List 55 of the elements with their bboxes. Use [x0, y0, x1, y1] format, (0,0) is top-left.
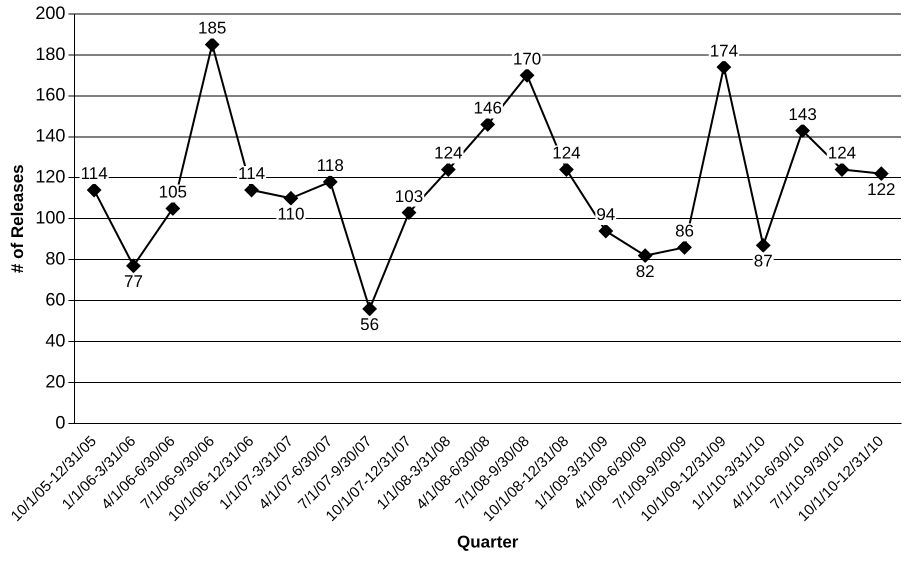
data-label: 174: [710, 41, 738, 60]
y-tick-label: 200: [35, 2, 66, 23]
data-label: 86: [675, 222, 694, 241]
point: [834, 162, 849, 177]
point: [166, 201, 180, 216]
point: [598, 224, 613, 238]
data-label: 82: [636, 262, 655, 281]
data-label: 103: [394, 186, 424, 206]
y-tick-label: 160: [35, 84, 66, 105]
y-tick-label: 140: [35, 126, 66, 146]
point: [756, 238, 770, 252]
data-label: 110: [277, 204, 304, 224]
data-label: 114: [238, 164, 266, 184]
y-tick-label: 180: [35, 44, 66, 64]
point: [441, 162, 456, 177]
data-label: 122: [867, 180, 896, 199]
point: [362, 302, 377, 316]
y-tick-label: 100: [35, 208, 66, 228]
point: [323, 174, 338, 189]
data-label: 124: [828, 144, 856, 163]
data-label: 185: [198, 18, 226, 38]
point: [874, 166, 888, 181]
point: [284, 191, 298, 206]
data-label: 146: [474, 98, 502, 118]
data-label: 124: [434, 144, 463, 163]
data-label: 77: [124, 272, 143, 292]
point: [796, 124, 810, 138]
data-label: 114: [80, 164, 108, 184]
point: [480, 117, 495, 132]
y-tick-label: 80: [45, 248, 66, 269]
data-label: 87: [754, 252, 773, 271]
y-tick-label: 40: [45, 330, 66, 351]
point: [678, 240, 692, 254]
data-label: 118: [316, 156, 344, 176]
data-label: 143: [788, 104, 817, 124]
x-axis-title: Quarter: [457, 532, 519, 552]
data-label: 56: [360, 315, 380, 334]
y-tick-label: 120: [35, 166, 66, 187]
data-label: 170: [512, 49, 542, 68]
point: [402, 206, 416, 220]
y-tick-label: 20: [45, 372, 66, 392]
point: [520, 68, 534, 82]
point: [638, 248, 652, 263]
data-label: 105: [158, 182, 188, 202]
point: [716, 60, 731, 74]
data-label: 124: [552, 144, 581, 163]
point: [126, 258, 140, 273]
point: [244, 183, 259, 198]
y-axis-title: # of Releases: [8, 164, 27, 274]
point: [559, 162, 574, 177]
point: [87, 183, 102, 198]
data-label: 94: [596, 205, 616, 224]
y-tick-label: 0: [55, 412, 66, 433]
y-tick-label: 60: [45, 290, 66, 310]
point: [205, 38, 220, 52]
